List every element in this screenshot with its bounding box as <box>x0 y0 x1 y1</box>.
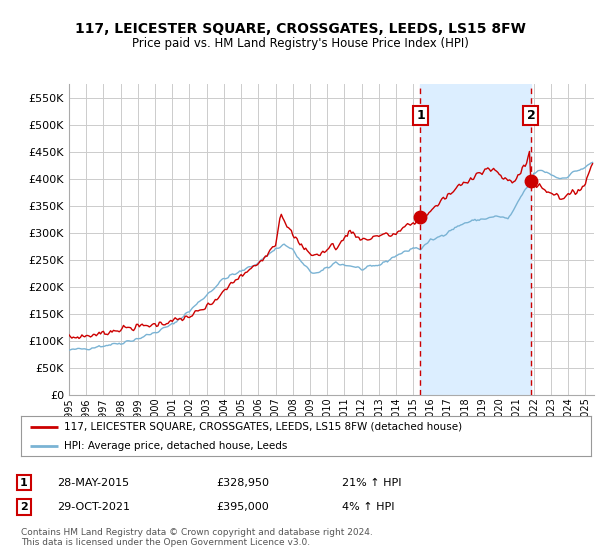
Text: 1: 1 <box>20 478 28 488</box>
Text: 28-MAY-2015: 28-MAY-2015 <box>57 478 129 488</box>
Text: £328,950: £328,950 <box>216 478 269 488</box>
Text: 117, LEICESTER SQUARE, CROSSGATES, LEEDS, LS15 8FW (detached house): 117, LEICESTER SQUARE, CROSSGATES, LEEDS… <box>64 422 462 432</box>
Text: Contains HM Land Registry data © Crown copyright and database right 2024.
This d: Contains HM Land Registry data © Crown c… <box>21 528 373 547</box>
Text: 2: 2 <box>527 109 535 122</box>
Text: 21% ↑ HPI: 21% ↑ HPI <box>342 478 401 488</box>
Text: 2: 2 <box>20 502 28 512</box>
Text: 4% ↑ HPI: 4% ↑ HPI <box>342 502 395 512</box>
Text: HPI: Average price, detached house, Leeds: HPI: Average price, detached house, Leed… <box>64 441 287 450</box>
Text: 117, LEICESTER SQUARE, CROSSGATES, LEEDS, LS15 8FW: 117, LEICESTER SQUARE, CROSSGATES, LEEDS… <box>74 22 526 36</box>
Text: Price paid vs. HM Land Registry's House Price Index (HPI): Price paid vs. HM Land Registry's House … <box>131 37 469 50</box>
Text: 1: 1 <box>416 109 425 122</box>
Text: 29-OCT-2021: 29-OCT-2021 <box>57 502 130 512</box>
Text: £395,000: £395,000 <box>216 502 269 512</box>
Bar <box>421 84 531 395</box>
